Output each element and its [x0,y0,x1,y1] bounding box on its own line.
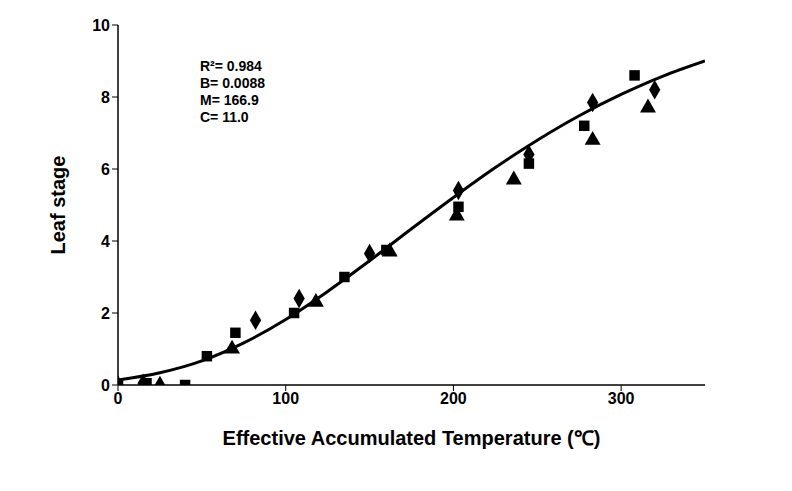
html-text:C= 11.0: C= 11.0 [200,109,249,125]
svg-text:10: 10 [92,17,110,34]
svg-text:100: 100 [272,390,299,407]
svg-text:6: 6 [101,161,110,178]
html-text:R²= 0.984: R²= 0.984 [200,58,262,74]
svg-text:8: 8 [101,89,110,106]
svg-text:Effective Accumulated Temperat: Effective Accumulated Temperature (℃) [223,427,601,449]
svg-text:4: 4 [101,233,110,250]
html-text:B= 0.0088: B= 0.0088 [200,75,265,91]
svg-text:2: 2 [101,305,110,322]
svg-text:Leaf stage: Leaf stage [47,156,69,255]
svg-text:300: 300 [608,390,635,407]
svg-text:0: 0 [101,377,110,394]
html-text:M= 166.9: M= 166.9 [200,92,259,108]
svg-text:200: 200 [440,390,467,407]
svg-text:0: 0 [114,390,123,407]
